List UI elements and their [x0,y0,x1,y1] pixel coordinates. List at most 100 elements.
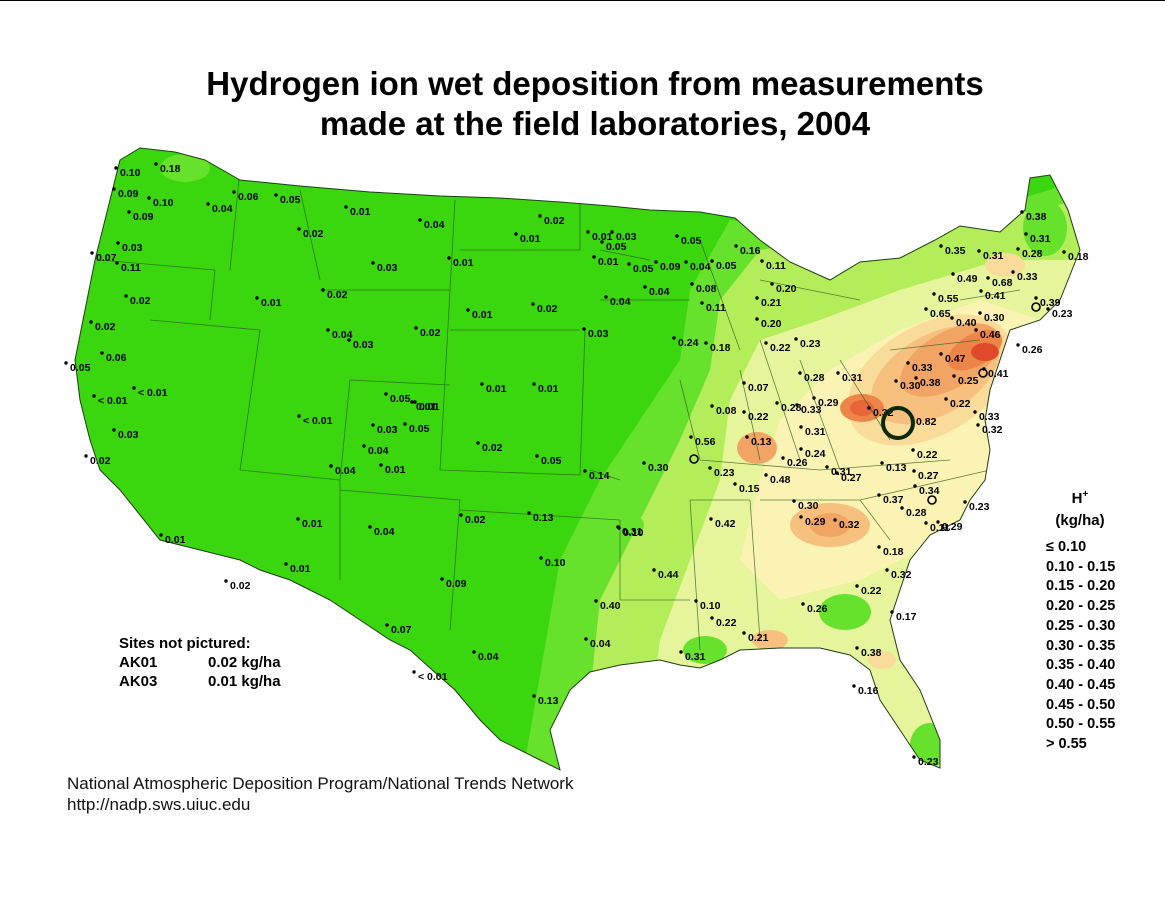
site-dot [710,616,714,620]
site-dot [527,511,531,515]
site-dot [764,473,768,477]
site-value-label: 0.47 [945,353,966,365]
site-dot [326,328,330,332]
site-value-label: 0.23 [800,338,821,350]
site-dot [708,466,712,470]
site-dot [535,454,539,458]
site-value-label: 0.01 [302,518,323,530]
site-value-label: 0.07 [391,624,412,636]
not-pictured-value: 0.01 kg/ha [208,673,281,690]
site-dot [906,361,910,365]
site-value-label: 0.26 [1022,344,1043,356]
site-dot [936,520,940,524]
site-dot [760,259,764,263]
site-dot [852,684,856,688]
legend-title-superscript: + [1082,489,1089,500]
site-value-label: 0.04 [478,651,499,663]
site-dot [584,637,588,641]
site-value-label: 0.01 [538,383,559,395]
site-dot [600,240,604,244]
site-dot [480,382,484,386]
site-dot [532,694,536,698]
site-dot [770,282,774,286]
site-dot [924,521,928,525]
site-dot [951,272,955,276]
site-circle-marker [978,368,988,378]
site-dot [379,463,383,467]
not-pictured-value: 0.02 kg/ha [208,654,281,671]
site-dot [132,386,136,390]
site-value-label: 0.41 [988,368,1009,380]
site-dot [798,371,802,375]
site-dot [890,610,894,614]
site-value-label: 0.10 [153,197,174,209]
site-value-label: 0.26 [807,603,828,615]
site-dot [939,352,943,356]
site-dot [742,410,746,414]
site-value-label: 0.03 [377,262,398,274]
site-value-label: 0.18 [883,546,904,558]
site-dot [799,425,803,429]
site-dot [924,307,928,311]
site-dot [855,646,859,650]
not-pictured-site: AK03 [119,673,158,690]
state-boundaries [99,169,1021,651]
legend-class-label: 0.25 - 0.30 [1046,617,1116,634]
site-dot [604,295,608,299]
site-value-label: 0.16 [858,685,879,697]
site-dot [127,210,131,214]
site-dot [539,556,543,560]
not-pictured-site: AK01 [119,654,158,671]
site-value-label: 0.33 [801,404,822,416]
site-dot [116,241,120,245]
site-value-label: 0.23 [714,467,735,479]
site-value-label: 0.33 [912,362,933,374]
site-value-label: 0.30 [648,462,669,474]
site-dot [775,401,779,405]
site-dot [913,484,917,488]
site-circle-marker [927,495,937,505]
site-value-label: 0.27 [841,472,862,484]
site-dot [952,374,956,378]
site-dot [825,465,829,469]
site-dot [344,205,348,209]
site-dot [472,650,476,654]
site-value-label: 0.25 [958,375,979,387]
site-dot [418,218,422,222]
site-value-label: 0.01 [385,464,406,476]
site-dot [297,227,301,231]
legend-class-label: 0.35 - 0.40 [1046,657,1116,674]
site-value-label: 0.02 [230,580,251,592]
site-dot [764,341,768,345]
site-value-label: < 0.01 [138,387,168,399]
site-dot [792,499,796,503]
site-value-label: 0.27 [918,470,939,482]
site-dot [159,533,163,537]
site-dot [100,351,104,355]
site-dot [586,230,590,234]
site-dot [912,469,916,473]
site-value-label: 0.29 [818,397,839,409]
site-value-label: 0.68 [992,277,1013,289]
site-value-label: 0.13 [533,512,554,524]
site-dot [950,316,954,320]
site-value-label: 0.01 [453,257,474,269]
site-value-label: 0.40 [600,600,621,612]
site-value-label: 0.38 [1026,211,1047,223]
site-value-label: 0.82 [916,416,937,428]
site-dot [877,545,881,549]
site-dot [413,400,417,404]
site-dot [206,202,210,206]
legend-unit: (kg/ha) [1055,512,1105,529]
site-value-label: 0.07 [748,382,769,394]
site-value-label: 0.32 [982,424,1003,436]
site-dot [385,623,389,627]
site-dot [538,214,542,218]
site-value-label: 0.05 [280,194,301,206]
map-title-line-2: made at the field laboratories, 2004 [319,105,871,142]
site-dot [274,193,278,197]
site-dot [833,518,837,522]
site-value-label: 0.31 [685,651,706,663]
site-value-label: 0.18 [1068,251,1089,263]
site-dot [1020,210,1024,214]
